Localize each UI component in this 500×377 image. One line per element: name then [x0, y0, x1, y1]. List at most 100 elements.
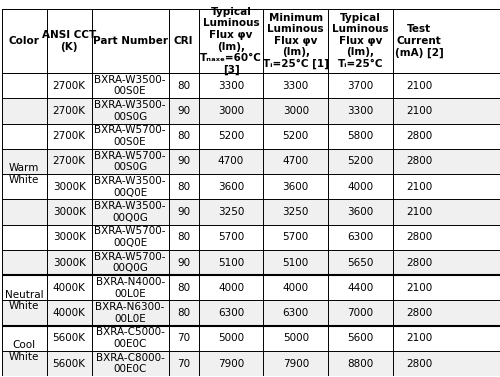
- Bar: [2, 275, 500, 300]
- Text: 3300: 3300: [218, 81, 244, 90]
- Text: 2800: 2800: [406, 257, 432, 268]
- Text: 5200: 5200: [282, 131, 309, 141]
- Text: 2800: 2800: [406, 308, 432, 318]
- Text: Color: Color: [9, 36, 40, 46]
- Text: 5600K: 5600K: [52, 359, 86, 369]
- Text: Warm
White: Warm White: [9, 163, 40, 185]
- Text: 2100: 2100: [406, 283, 432, 293]
- Text: Minimum
Luminous
Flux φv
(lm),
Tᵢ=25°C [1]: Minimum Luminous Flux φv (lm), Tᵢ=25°C […: [263, 12, 328, 69]
- Bar: [2, 326, 500, 351]
- Text: ANSI CCT
(K): ANSI CCT (K): [42, 30, 96, 52]
- Text: 8800: 8800: [348, 359, 374, 369]
- Text: 3600: 3600: [282, 182, 309, 192]
- Bar: [2, 351, 500, 376]
- Text: BXRA-W3500-
00S0G: BXRA-W3500- 00S0G: [94, 100, 166, 122]
- Text: 80: 80: [177, 182, 190, 192]
- Text: BXRA-W5700-
00Q0E: BXRA-W5700- 00Q0E: [94, 227, 166, 248]
- Text: 4700: 4700: [218, 156, 244, 167]
- Text: 70: 70: [177, 333, 190, 343]
- Text: 6300: 6300: [282, 308, 309, 318]
- Text: 5000: 5000: [282, 333, 309, 343]
- Text: 2100: 2100: [406, 333, 432, 343]
- Text: 4000: 4000: [282, 283, 309, 293]
- Text: BXRA-N4000-
00L0E: BXRA-N4000- 00L0E: [96, 277, 165, 299]
- Text: 2700K: 2700K: [52, 131, 86, 141]
- Text: 2800: 2800: [406, 156, 432, 167]
- Text: 6300: 6300: [348, 232, 374, 242]
- Text: 5000: 5000: [218, 333, 244, 343]
- Text: 3250: 3250: [282, 207, 309, 217]
- Bar: [2, 98, 500, 124]
- Bar: [2, 199, 500, 225]
- Text: 5600K: 5600K: [52, 333, 86, 343]
- Text: BXRA-W5700-
00Q0G: BXRA-W5700- 00Q0G: [94, 252, 166, 273]
- Text: 5800: 5800: [348, 131, 374, 141]
- Text: 3300: 3300: [348, 106, 374, 116]
- Text: BXRA-W5700-
00S0G: BXRA-W5700- 00S0G: [94, 151, 166, 172]
- Text: 5650: 5650: [348, 257, 374, 268]
- Text: 4000: 4000: [348, 182, 374, 192]
- Bar: [2, 250, 500, 275]
- Text: 80: 80: [177, 283, 190, 293]
- Text: 3250: 3250: [218, 207, 244, 217]
- Text: 3000: 3000: [218, 106, 244, 116]
- Text: 2700K: 2700K: [52, 81, 86, 90]
- Text: Neutral
White: Neutral White: [5, 290, 44, 311]
- Text: BXRA-C5000-
00E0C: BXRA-C5000- 00E0C: [96, 328, 164, 349]
- Text: 80: 80: [177, 81, 190, 90]
- Text: Cool
White: Cool White: [9, 340, 40, 362]
- Text: 80: 80: [177, 308, 190, 318]
- Text: 70: 70: [177, 359, 190, 369]
- Text: 4400: 4400: [348, 283, 374, 293]
- Bar: [2, 174, 500, 199]
- Text: 5100: 5100: [218, 257, 244, 268]
- Bar: [2, 73, 500, 98]
- Text: Typical
Luminous
Flux φv
(lm),
Tᵢ=25°C: Typical Luminous Flux φv (lm), Tᵢ=25°C: [332, 13, 389, 69]
- Text: 4000K: 4000K: [52, 283, 86, 293]
- Text: 3000K: 3000K: [52, 182, 86, 192]
- Text: CRI: CRI: [174, 36, 194, 46]
- Text: 3700: 3700: [348, 81, 374, 90]
- Text: 5200: 5200: [348, 156, 374, 167]
- Text: 7900: 7900: [218, 359, 244, 369]
- Text: 90: 90: [177, 207, 190, 217]
- Bar: [2, 225, 500, 250]
- Text: 2700K: 2700K: [52, 106, 86, 116]
- Text: 2800: 2800: [406, 232, 432, 242]
- Text: 3600: 3600: [348, 207, 374, 217]
- Text: 4700: 4700: [282, 156, 309, 167]
- Text: BXRA-W5700-
00S0E: BXRA-W5700- 00S0E: [94, 126, 166, 147]
- Text: Test
Current
(mA) [2]: Test Current (mA) [2]: [394, 24, 444, 58]
- Text: 3000: 3000: [282, 106, 309, 116]
- Bar: [2, 9, 500, 73]
- Text: 90: 90: [177, 106, 190, 116]
- Text: 5100: 5100: [282, 257, 309, 268]
- Text: 2100: 2100: [406, 207, 432, 217]
- Text: 7000: 7000: [348, 308, 374, 318]
- Text: 2100: 2100: [406, 182, 432, 192]
- Text: 90: 90: [177, 257, 190, 268]
- Text: 90: 90: [177, 156, 190, 167]
- Text: 4000: 4000: [218, 283, 244, 293]
- Text: 5200: 5200: [218, 131, 244, 141]
- Text: 80: 80: [177, 131, 190, 141]
- Text: 5700: 5700: [218, 232, 244, 242]
- Text: 3300: 3300: [282, 81, 309, 90]
- Text: BXRA-W3500-
00S0E: BXRA-W3500- 00S0E: [94, 75, 166, 97]
- Text: Part Number: Part Number: [92, 36, 168, 46]
- Text: 6300: 6300: [218, 308, 244, 318]
- Text: 3600: 3600: [218, 182, 244, 192]
- Text: BXRA-N6300-
00L0E: BXRA-N6300- 00L0E: [96, 302, 165, 324]
- Text: 3000K: 3000K: [52, 207, 86, 217]
- Text: 2700K: 2700K: [52, 156, 86, 167]
- Text: BXRA-C8000-
00E0C: BXRA-C8000- 00E0C: [96, 353, 164, 374]
- Text: 2100: 2100: [406, 106, 432, 116]
- Text: 3000K: 3000K: [52, 257, 86, 268]
- Text: 80: 80: [177, 232, 190, 242]
- Text: BXRA-W3500-
00Q0E: BXRA-W3500- 00Q0E: [94, 176, 166, 198]
- Text: 4000K: 4000K: [52, 308, 86, 318]
- Text: 5700: 5700: [282, 232, 309, 242]
- Text: 2800: 2800: [406, 131, 432, 141]
- Text: BXRA-W3500-
00Q0G: BXRA-W3500- 00Q0G: [94, 201, 166, 223]
- Text: 2800: 2800: [406, 359, 432, 369]
